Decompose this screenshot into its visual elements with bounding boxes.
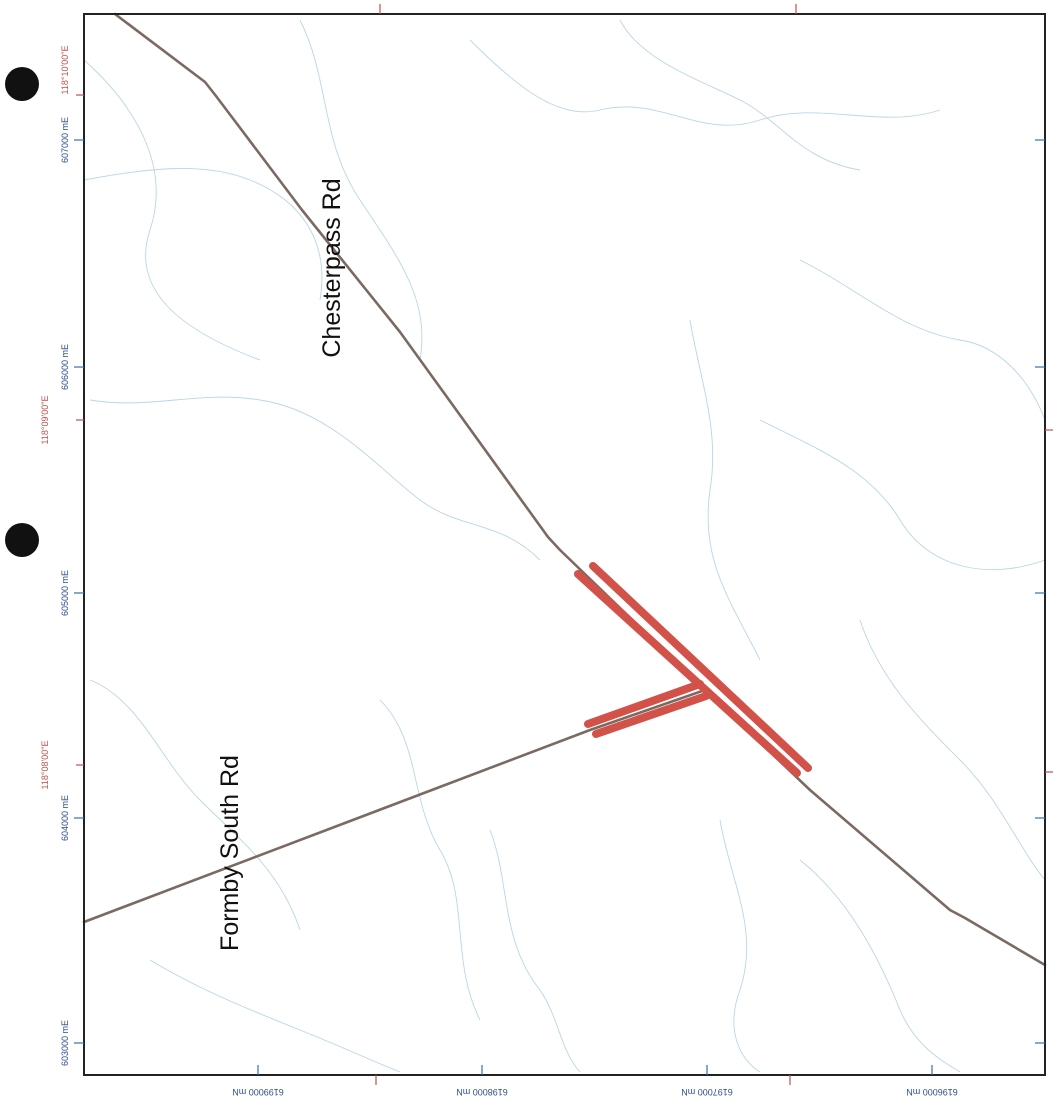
easting-labels: 607000 mE 606000 mE 605000 mE 604000 mE … [60, 117, 70, 1066]
contour-line [83, 168, 323, 301]
easting-label: 604000 mE [60, 795, 70, 841]
highlight-formby-a [584, 680, 704, 728]
road-network [82, 12, 1047, 967]
northing-label: 6199000 mN [232, 1087, 284, 1097]
grid-ticks [74, 4, 1053, 1085]
contour-line [619, 19, 861, 171]
chesterpass-road-line [113, 12, 1047, 967]
northing-label: 6198000 mN [456, 1087, 508, 1097]
easting-label: 607000 mE [60, 117, 70, 163]
contour-line [799, 259, 1046, 421]
highlight-chesterpass-b [589, 562, 812, 772]
contour-line [149, 959, 401, 1073]
longitude-label: 118°09'00"E [40, 396, 50, 445]
contour-line [89, 396, 541, 561]
highlight-formby-b [592, 692, 710, 738]
contour-line [89, 679, 301, 931]
formby-south-road-label: Formby South Rd [216, 755, 244, 951]
contour-line [299, 19, 423, 361]
northing-label: 6197000 mN [681, 1087, 733, 1097]
chesterpass-road-label: Chesterpass Rd [318, 178, 346, 357]
map-border [83, 13, 1046, 1076]
contour-line [689, 319, 761, 661]
contour-line [859, 619, 1046, 881]
contour-line [799, 859, 961, 1073]
easting-label: 603000 mE [60, 1020, 70, 1066]
easting-label: 605000 mE [60, 570, 70, 616]
northing-label: 6196000 mN [906, 1087, 958, 1097]
highlight-chesterpass-a [574, 570, 801, 777]
longitude-label: 118°10'00"E [60, 46, 70, 95]
punch-hole [5, 523, 39, 557]
contour-line [469, 39, 941, 126]
contour-line [83, 59, 261, 361]
contour-line [719, 819, 761, 1073]
easting-label: 606000 mE [60, 344, 70, 390]
contour-line [489, 829, 581, 1073]
formby-south-road-line [82, 688, 707, 924]
contour-line [379, 699, 481, 1021]
contour-line [759, 419, 1046, 571]
northing-labels: 6199000 mN 6198000 mN 6197000 mN 6196000… [232, 1087, 958, 1097]
punch-hole [5, 67, 39, 101]
longitude-labels: 118°10'00"E 118°09'00"E 118°08'00"E [40, 46, 70, 790]
contour-lines [83, 19, 1046, 1073]
longitude-label: 118°08'00"E [40, 741, 50, 790]
highlighted-road-section [574, 562, 812, 777]
